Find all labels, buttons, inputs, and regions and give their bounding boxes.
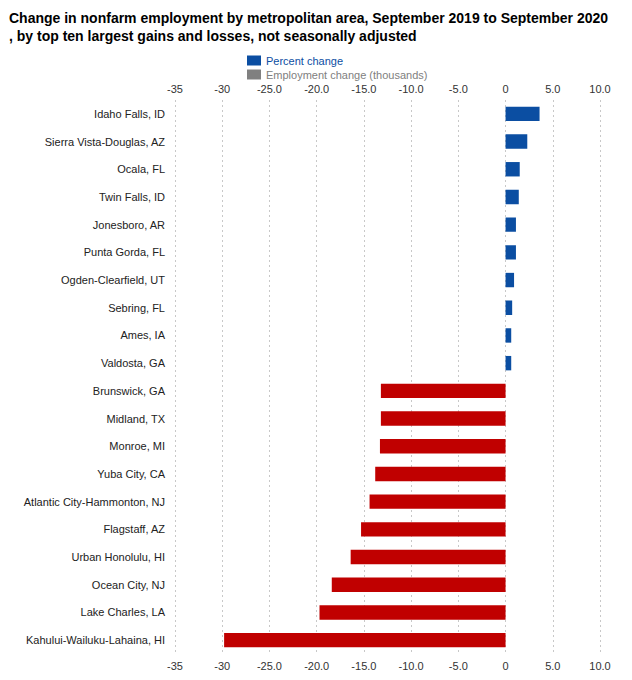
svg-text:-5.0: -5.0 xyxy=(449,660,468,672)
svg-text:-5.0: -5.0 xyxy=(449,83,468,95)
svg-text:Percent change: Percent change xyxy=(266,55,343,67)
svg-text:Flagstaff, AZ: Flagstaff, AZ xyxy=(103,523,165,535)
svg-text:Atlantic City-Hammonton, NJ: Atlantic City-Hammonton, NJ xyxy=(24,496,165,508)
svg-text:10.0: 10.0 xyxy=(589,83,610,95)
svg-text:Valdosta, GA: Valdosta, GA xyxy=(101,357,166,369)
svg-text:-20.0: -20.0 xyxy=(304,660,329,672)
svg-text:-10.0: -10.0 xyxy=(399,83,424,95)
svg-text:5.0: 5.0 xyxy=(545,660,560,672)
svg-text:-25.0: -25.0 xyxy=(257,660,282,672)
svg-text:-20.0: -20.0 xyxy=(304,83,329,95)
svg-text:Ames, IA: Ames, IA xyxy=(120,329,165,341)
svg-text:Sierra Vista-Douglas, AZ: Sierra Vista-Douglas, AZ xyxy=(45,136,166,148)
svg-text:-35: -35 xyxy=(167,660,183,672)
svg-text:10.0: 10.0 xyxy=(589,660,610,672)
svg-text:-30: -30 xyxy=(214,660,230,672)
svg-text:Sebring, FL: Sebring, FL xyxy=(108,302,165,314)
svg-text:Yuba City, CA: Yuba City, CA xyxy=(97,468,165,480)
svg-text:Brunswick, GA: Brunswick, GA xyxy=(93,385,166,397)
svg-text:Monroe, MI: Monroe, MI xyxy=(109,440,165,452)
svg-text:0: 0 xyxy=(502,83,508,95)
svg-text:Idaho Falls, ID: Idaho Falls, ID xyxy=(94,108,165,120)
svg-text:Kahului-Wailuku-Lahaina, HI: Kahului-Wailuku-Lahaina, HI xyxy=(26,634,165,646)
svg-text:-30: -30 xyxy=(214,83,230,95)
svg-text:Ogden-Clearfield, UT: Ogden-Clearfield, UT xyxy=(61,274,165,286)
svg-text:Jonesboro, AR: Jonesboro, AR xyxy=(93,219,165,231)
svg-text:Lake Charles, LA: Lake Charles, LA xyxy=(81,606,166,618)
svg-text:Urban Honolulu, HI: Urban Honolulu, HI xyxy=(71,551,165,563)
svg-text:5.0: 5.0 xyxy=(545,83,560,95)
svg-text:0: 0 xyxy=(502,660,508,672)
svg-text:Employment change (thousands): Employment change (thousands) xyxy=(266,69,427,81)
svg-text:-15.0: -15.0 xyxy=(351,660,376,672)
svg-text:Midland, TX: Midland, TX xyxy=(107,413,166,425)
svg-text:Ocala, FL: Ocala, FL xyxy=(117,163,165,175)
svg-text:-25.0: -25.0 xyxy=(257,83,282,95)
svg-text:-35: -35 xyxy=(167,83,183,95)
svg-text:Ocean City, NJ: Ocean City, NJ xyxy=(92,579,165,591)
svg-text:Change in nonfarm employment b: Change in nonfarm employment by metropol… xyxy=(9,10,608,26)
svg-text:Twin Falls, ID: Twin Falls, ID xyxy=(99,191,165,203)
svg-text:, by top ten largest gains and: , by top ten largest gains and losses, n… xyxy=(9,28,417,44)
svg-text:-10.0: -10.0 xyxy=(399,660,424,672)
svg-text:Punta Gorda, FL: Punta Gorda, FL xyxy=(84,246,165,258)
svg-text:-15.0: -15.0 xyxy=(351,83,376,95)
